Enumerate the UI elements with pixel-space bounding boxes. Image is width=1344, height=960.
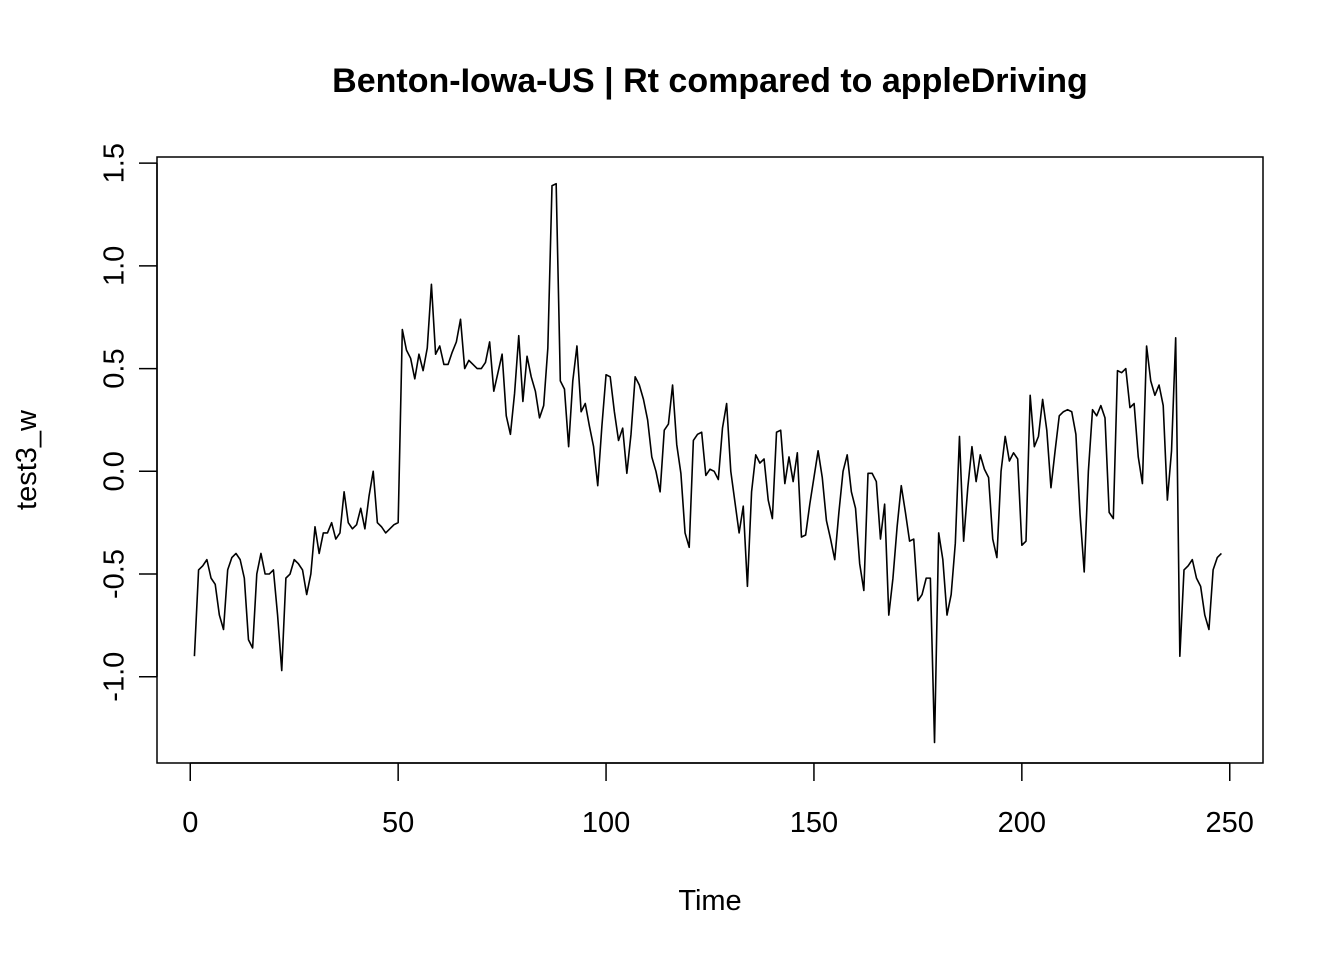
series-layer — [193, 182, 1222, 744]
y-tick-label: -0.5 — [98, 549, 130, 599]
x-axis: 0 50 100 150 200 250 — [182, 762, 1254, 839]
x-tick-label: 0 — [182, 807, 198, 839]
chart-title: Benton-Iowa-US | Rt compared to appleDri… — [332, 62, 1088, 100]
x-axis-label: Time — [678, 885, 741, 917]
y-tick-label: 1.0 — [98, 246, 130, 286]
x-tick-label: 50 — [382, 807, 414, 839]
x-tick-label: 100 — [582, 807, 630, 839]
y-tick-label: 1.5 — [98, 143, 130, 183]
x-tick-label: 250 — [1206, 807, 1254, 839]
y-axis-label: test3_w — [11, 409, 43, 510]
y-axis: -1.0 -0.5 0.0 0.5 1.0 1.5 — [98, 143, 158, 702]
y-tick-label: 0.5 — [98, 348, 130, 388]
x-tick-label: 150 — [790, 807, 838, 839]
plot-frame — [156, 156, 1264, 764]
x-tick-label: 200 — [998, 807, 1046, 839]
y-tick-label: -1.0 — [98, 652, 130, 702]
series-line — [193, 182, 1222, 744]
y-tick-label: 0.0 — [98, 451, 130, 491]
